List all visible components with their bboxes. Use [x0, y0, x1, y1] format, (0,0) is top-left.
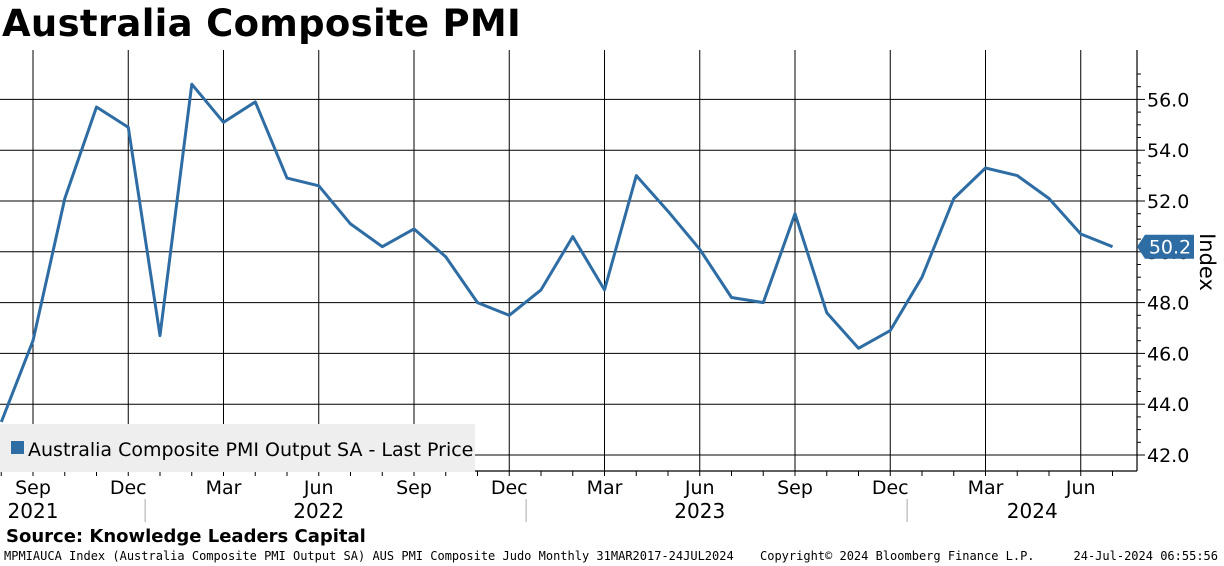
x-year-label: 2022	[293, 499, 344, 523]
y-tick-label: 42.0	[1147, 445, 1189, 467]
legend: Australia Composite PMI Output SA - Last…	[0, 424, 475, 472]
legend-label: Australia Composite PMI Output SA - Last…	[28, 439, 473, 461]
x-tick-label: Mar	[587, 477, 623, 499]
y-tick-label: 56.0	[1147, 89, 1189, 111]
x-tick-label: Dec	[110, 477, 147, 499]
x-tick-label: Mar	[206, 477, 242, 499]
y-tick-label: 52.0	[1147, 191, 1189, 213]
x-tick-label: Jun	[303, 477, 334, 499]
x-tick-label: Dec	[491, 477, 528, 499]
x-tick-label: Mar	[968, 477, 1004, 499]
x-tick-label: Sep	[396, 477, 432, 499]
footer-timestamp: 24-Jul-2024 06:55:56	[1073, 549, 1219, 563]
x-tick-label: Jun	[1065, 477, 1096, 499]
y-tick-label: 54.0	[1147, 140, 1189, 162]
chart-canvas: 42.044.046.048.050.052.054.056.0SepDecMa…	[0, 50, 1219, 523]
last-value-tag: 50.2	[1137, 234, 1194, 259]
chart-title: Australia Composite PMI	[2, 2, 522, 45]
last-value-marker	[1137, 234, 1194, 259]
series-line	[0, 82, 1114, 423]
y-tick-label: 44.0	[1147, 394, 1189, 416]
source-note: Source: Knowledge Leaders Capital	[6, 526, 366, 547]
footer-copyright: Copyright© 2024 Bloomberg Finance L.P.	[760, 549, 1035, 563]
x-year-label: 2023	[674, 499, 725, 523]
legend-swatch	[11, 441, 24, 454]
x-tick-label: Jun	[684, 477, 715, 499]
legend-background	[0, 424, 475, 472]
x-year-label: 2021	[8, 499, 59, 523]
x-year-label: 2024	[1007, 499, 1058, 523]
axis-layer: 42.044.046.048.050.052.054.056.0SepDecMa…	[0, 50, 1189, 523]
y-tick-label: 48.0	[1147, 293, 1189, 315]
footer-ticker-info: MPMIAUCA Index (Australia Composite PMI …	[4, 549, 734, 563]
last-value-label: 50.2	[1149, 237, 1191, 259]
series-layer	[0, 82, 1114, 423]
y-axis-label: Index	[1195, 233, 1219, 291]
x-tick-label: Sep	[15, 477, 51, 499]
x-tick-label: Sep	[777, 477, 813, 499]
x-tick-label: Dec	[872, 477, 909, 499]
y-tick-label: 46.0	[1147, 343, 1189, 365]
